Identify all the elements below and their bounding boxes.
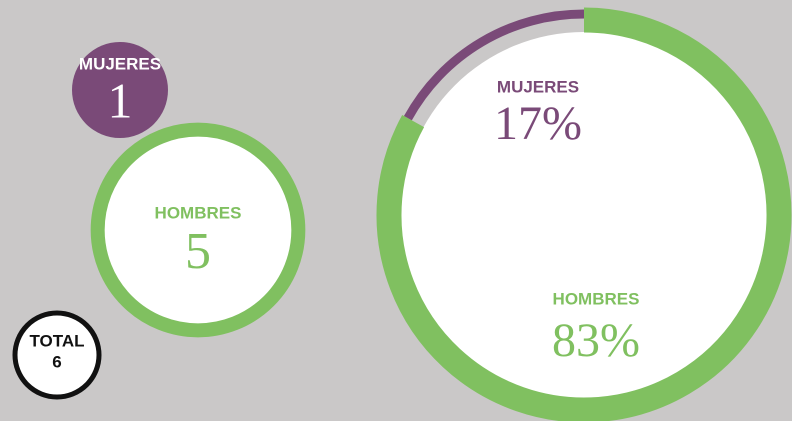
count-value: 5 [185, 223, 211, 280]
total-circle [12, 310, 102, 400]
segment-label: HOMBRES [553, 289, 640, 308]
total-value: 6 [52, 352, 61, 371]
count-bubble [90, 122, 306, 338]
donut-segment [403, 9, 585, 121]
count-value: 1 [108, 72, 133, 128]
donut-hole [401, 32, 767, 398]
segment-label: MUJERES [497, 77, 579, 96]
count-label: HOMBRES [155, 203, 242, 222]
count-label: MUJERES [79, 54, 161, 73]
donut-segment [376, 7, 792, 421]
segment-value-label: 83% [552, 314, 640, 367]
total-label: TOTAL [29, 331, 84, 350]
count-bubble [72, 42, 168, 138]
segment-value-label: 17% [494, 97, 582, 150]
